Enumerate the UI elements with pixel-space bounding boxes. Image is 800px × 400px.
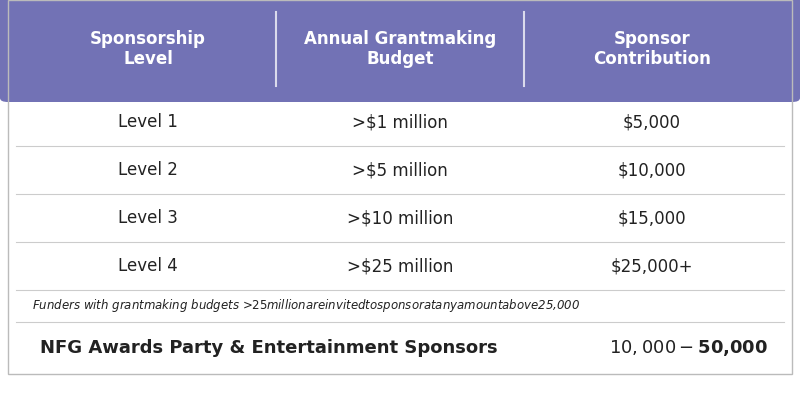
Text: Level 2: Level 2 xyxy=(118,161,178,179)
Text: $10,000: $10,000 xyxy=(618,161,686,179)
Text: Sponsor
Contribution: Sponsor Contribution xyxy=(593,30,711,68)
Text: $25,000+: $25,000+ xyxy=(610,257,694,275)
Text: Annual Grantmaking
Budget: Annual Grantmaking Budget xyxy=(304,30,496,68)
Text: >$25 million: >$25 million xyxy=(347,257,453,275)
Text: NFG Awards Party & Entertainment Sponsors: NFG Awards Party & Entertainment Sponsor… xyxy=(40,339,498,357)
Text: Level 4: Level 4 xyxy=(118,257,178,275)
Text: Funders with grantmaking budgets >$25 million are invited to sponsor at any amou: Funders with grantmaking budgets >$25 mi… xyxy=(32,298,580,314)
Text: >$5 million: >$5 million xyxy=(352,161,448,179)
Text: Sponsorship
Level: Sponsorship Level xyxy=(90,30,206,68)
Text: >$1 million: >$1 million xyxy=(352,113,448,131)
Text: $15,000: $15,000 xyxy=(618,209,686,227)
Text: $5,000: $5,000 xyxy=(623,113,681,131)
Text: $10,000-$50,000: $10,000-$50,000 xyxy=(609,338,768,358)
FancyBboxPatch shape xyxy=(0,0,800,102)
Text: >$10 million: >$10 million xyxy=(347,209,453,227)
Text: Level 1: Level 1 xyxy=(118,113,178,131)
Text: Level 3: Level 3 xyxy=(118,209,178,227)
